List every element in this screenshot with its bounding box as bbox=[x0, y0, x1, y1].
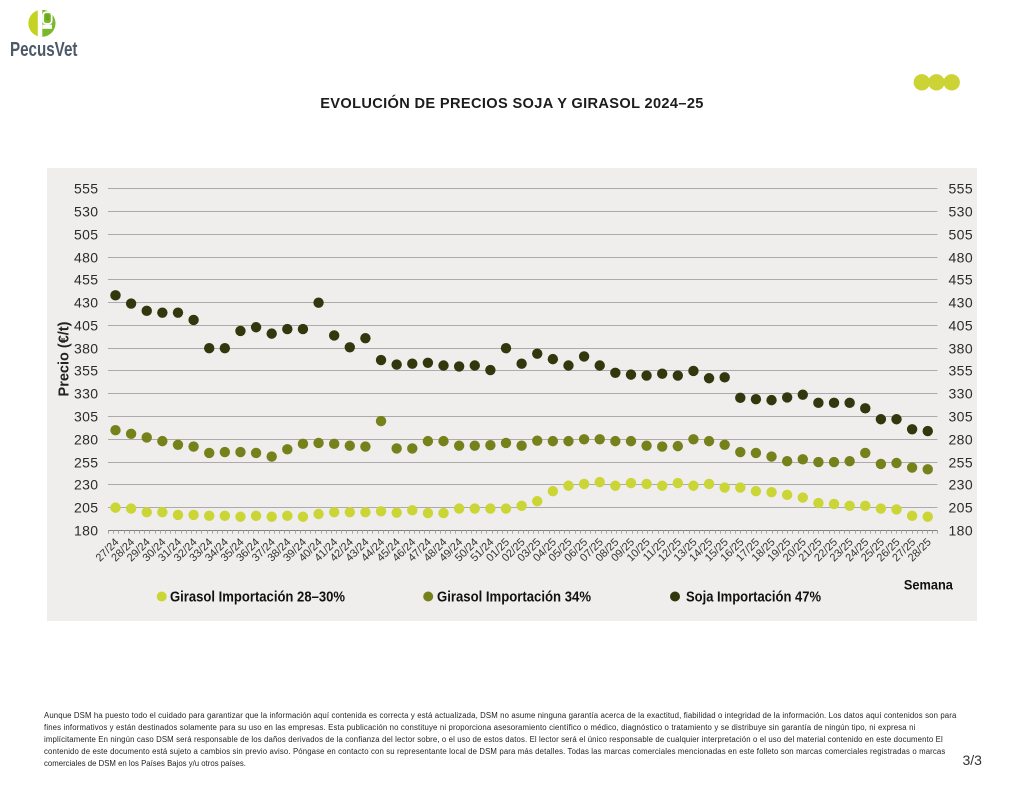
svg-text:280: 280 bbox=[74, 431, 99, 447]
svg-text:405: 405 bbox=[949, 317, 974, 333]
svg-text:430: 430 bbox=[74, 294, 99, 310]
svg-text:Soja Importación 47%: Soja Importación 47% bbox=[686, 590, 821, 606]
svg-text:430: 430 bbox=[949, 294, 974, 310]
svg-text:505: 505 bbox=[949, 226, 974, 242]
svg-text:255: 255 bbox=[74, 454, 99, 470]
svg-text:305: 305 bbox=[949, 408, 974, 424]
svg-text:180: 180 bbox=[74, 522, 99, 538]
svg-text:180: 180 bbox=[949, 522, 974, 538]
svg-text:230: 230 bbox=[74, 476, 99, 492]
svg-text:530: 530 bbox=[949, 203, 974, 219]
svg-text:555: 555 bbox=[949, 180, 974, 196]
svg-text:505: 505 bbox=[74, 226, 99, 242]
svg-text:455: 455 bbox=[949, 271, 974, 287]
svg-text:355: 355 bbox=[949, 362, 974, 378]
svg-text:Precio (€/t): Precio (€/t) bbox=[57, 321, 73, 396]
svg-text:Girasol Importación 34%: Girasol Importación 34% bbox=[437, 590, 591, 606]
svg-text:405: 405 bbox=[74, 317, 99, 333]
svg-text:Girasol Importación 28–30%: Girasol Importación 28–30% bbox=[170, 590, 345, 606]
svg-text:205: 205 bbox=[74, 499, 99, 515]
svg-text:530: 530 bbox=[74, 203, 99, 219]
svg-text:Semana: Semana bbox=[904, 577, 953, 593]
svg-text:330: 330 bbox=[74, 385, 99, 401]
svg-text:230: 230 bbox=[949, 476, 974, 492]
svg-text:380: 380 bbox=[74, 340, 99, 356]
svg-text:280: 280 bbox=[949, 431, 974, 447]
svg-text:480: 480 bbox=[949, 249, 974, 265]
svg-text:255: 255 bbox=[949, 454, 974, 470]
svg-text:330: 330 bbox=[949, 385, 974, 401]
svg-text:305: 305 bbox=[74, 408, 99, 424]
svg-text:455: 455 bbox=[74, 271, 99, 287]
svg-text:355: 355 bbox=[74, 362, 99, 378]
svg-text:480: 480 bbox=[74, 249, 99, 265]
svg-text:205: 205 bbox=[949, 499, 974, 515]
svg-text:380: 380 bbox=[949, 340, 974, 356]
svg-text:555: 555 bbox=[74, 180, 99, 196]
